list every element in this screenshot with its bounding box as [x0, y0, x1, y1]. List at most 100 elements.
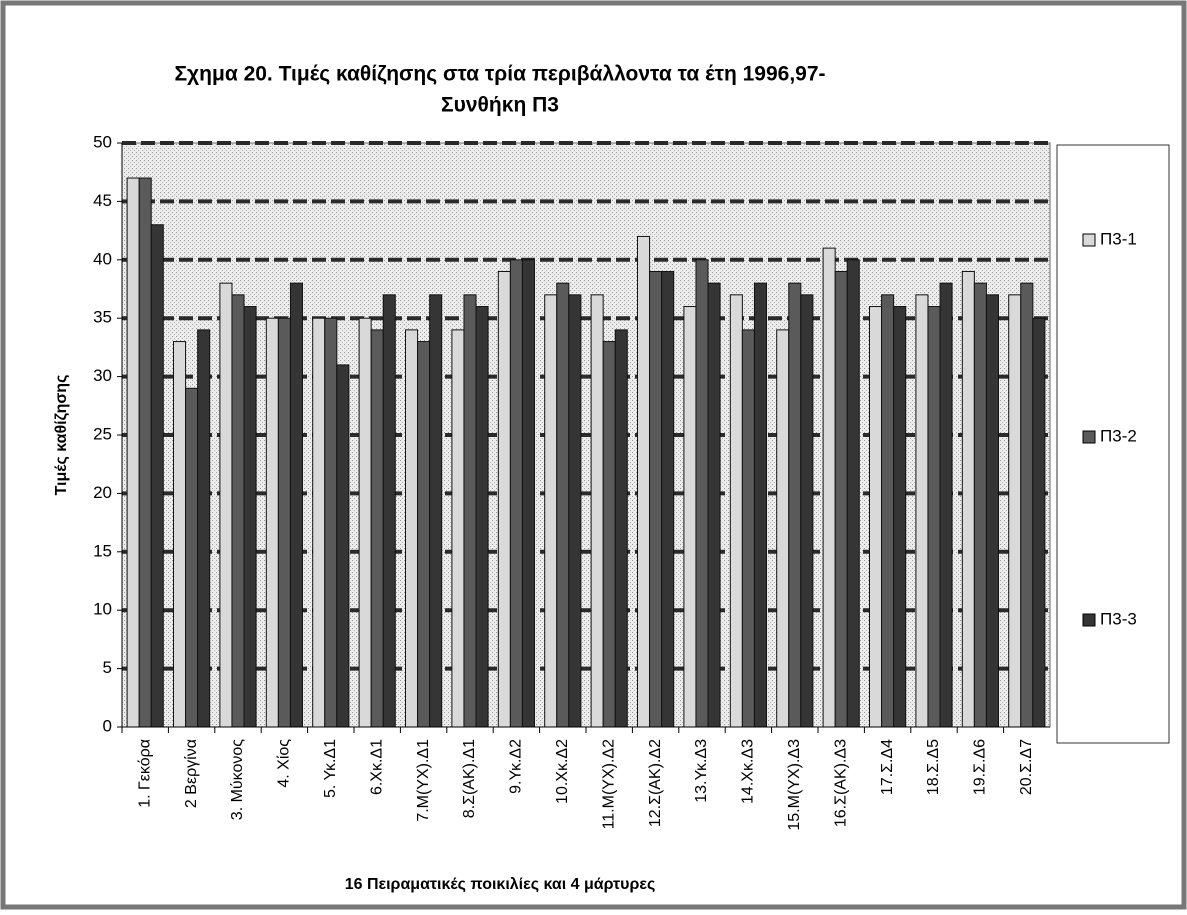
x-tick-label: 15.Μ(ΥΧ).Δ3: [786, 739, 803, 831]
bar: [800, 294, 814, 728]
bar: [683, 306, 697, 728]
bar: [614, 329, 628, 728]
legend-swatch: [1082, 233, 1096, 247]
y-tick-label: 35: [93, 308, 112, 327]
x-tick-label: 19.Σ.Δ6: [972, 739, 989, 795]
bar: [590, 294, 604, 728]
bar: [231, 294, 245, 728]
bar: [1008, 294, 1022, 728]
bar: [973, 282, 987, 728]
x-tick-label: 6.Χκ.Δ1: [368, 739, 385, 795]
bar: [881, 294, 895, 728]
bar: [915, 294, 929, 728]
bar: [602, 341, 616, 728]
bar: [568, 294, 582, 728]
bar: [324, 317, 338, 728]
bar: [497, 270, 511, 728]
y-tick-label: 30: [93, 366, 112, 385]
bar: [429, 294, 443, 728]
bar: [939, 282, 953, 728]
bar: [834, 270, 848, 728]
x-tick-label: 2 Βεργίνα: [183, 739, 200, 808]
bar: [846, 259, 860, 728]
chart-title: Σχημα 20. Τιμές καθίζησης στα τρία περιβ…: [174, 63, 825, 86]
bar: [521, 259, 535, 728]
y-tick-label: 50: [93, 132, 112, 151]
x-tick-label: 3. Μύκονος: [229, 739, 246, 820]
bar: [661, 270, 675, 728]
bar: [358, 317, 372, 728]
x-tick-label: 4. Χίος: [276, 739, 293, 788]
x-tick-label: 11.Μ(ΥΧ).Δ2: [600, 739, 617, 830]
x-tick-label: 14.Χκ.Δ3: [740, 739, 757, 804]
bar: [707, 282, 721, 728]
bar: [451, 329, 465, 728]
bar: [753, 282, 767, 728]
bar: [138, 177, 152, 728]
bar: [927, 306, 941, 728]
bar: [150, 224, 164, 728]
y-tick-label: 45: [93, 191, 112, 210]
bar: [869, 306, 883, 728]
y-tick-label: 40: [93, 249, 112, 268]
bar: [312, 317, 326, 728]
bar: [463, 294, 477, 728]
bar: [544, 294, 558, 728]
bar: [695, 259, 709, 728]
legend-box: [1056, 144, 1170, 744]
x-tick-label: 5. Υκ.Δ1: [322, 739, 339, 798]
bar: [370, 329, 384, 728]
bar: [277, 317, 291, 728]
x-tick-label: 9.Υκ.Δ2: [508, 739, 525, 794]
legend-label: Π3-1: [1100, 229, 1137, 248]
legend-label: Π3-3: [1100, 609, 1137, 628]
bar: [243, 306, 257, 728]
legend-swatch: [1082, 613, 1096, 627]
bar: [185, 387, 199, 728]
bar: [197, 329, 211, 728]
bar: [637, 235, 651, 728]
x-axis-label: 16 Πειραματικές ποικιλίες και 4 μάρτυρες: [345, 876, 656, 893]
legend-label: Π3-2: [1100, 426, 1137, 445]
bar: [788, 282, 802, 728]
x-tick-label: 1. Γεκόρα: [136, 739, 153, 808]
legend-swatch: [1082, 430, 1096, 444]
bar: [475, 306, 489, 728]
chart-title: Συνθήκη Π3: [441, 94, 559, 117]
bar: [417, 341, 431, 728]
bar: [741, 329, 755, 728]
x-tick-label: 20.Σ.Δ7: [1018, 739, 1035, 795]
bar: [729, 294, 743, 728]
x-tick-label: 10.Χκ.Δ2: [554, 739, 571, 804]
x-tick-label: 16.Σ(ΑΚ).Δ3: [832, 739, 849, 827]
bar: [985, 294, 999, 728]
bar: [509, 259, 523, 728]
bar: [649, 270, 663, 728]
x-tick-label: 13.Υκ.Δ3: [693, 739, 710, 803]
bar: [893, 306, 907, 728]
y-tick-label: 0: [103, 716, 112, 735]
bar: [219, 282, 233, 728]
bar: [126, 177, 140, 728]
bar: [961, 270, 975, 728]
bar: [265, 317, 279, 728]
x-tick-label: 17.Σ.Δ4: [879, 739, 896, 795]
x-tick-label: 7.Μ(ΥΧ).Δ1: [415, 739, 432, 822]
x-tick-label: 18.Σ.Δ5: [925, 739, 942, 795]
bar: [822, 247, 836, 728]
bar: [776, 329, 790, 728]
bar: [405, 329, 419, 728]
bar: [556, 282, 570, 728]
bar: [1020, 282, 1034, 728]
x-tick-label: 12.Σ(ΑΚ).Δ2: [647, 739, 664, 827]
x-tick-label: 8.Σ(ΑΚ).Δ1: [461, 739, 478, 818]
bar: [173, 341, 187, 728]
y-tick-label: 5: [103, 658, 112, 677]
bar: [289, 282, 303, 728]
bar: [382, 294, 396, 728]
y-tick-label: 20: [93, 483, 112, 502]
y-axis-label: Τιμές καθίζησης: [53, 375, 70, 496]
y-tick-label: 25: [93, 424, 112, 443]
y-tick-label: 10: [93, 600, 112, 619]
